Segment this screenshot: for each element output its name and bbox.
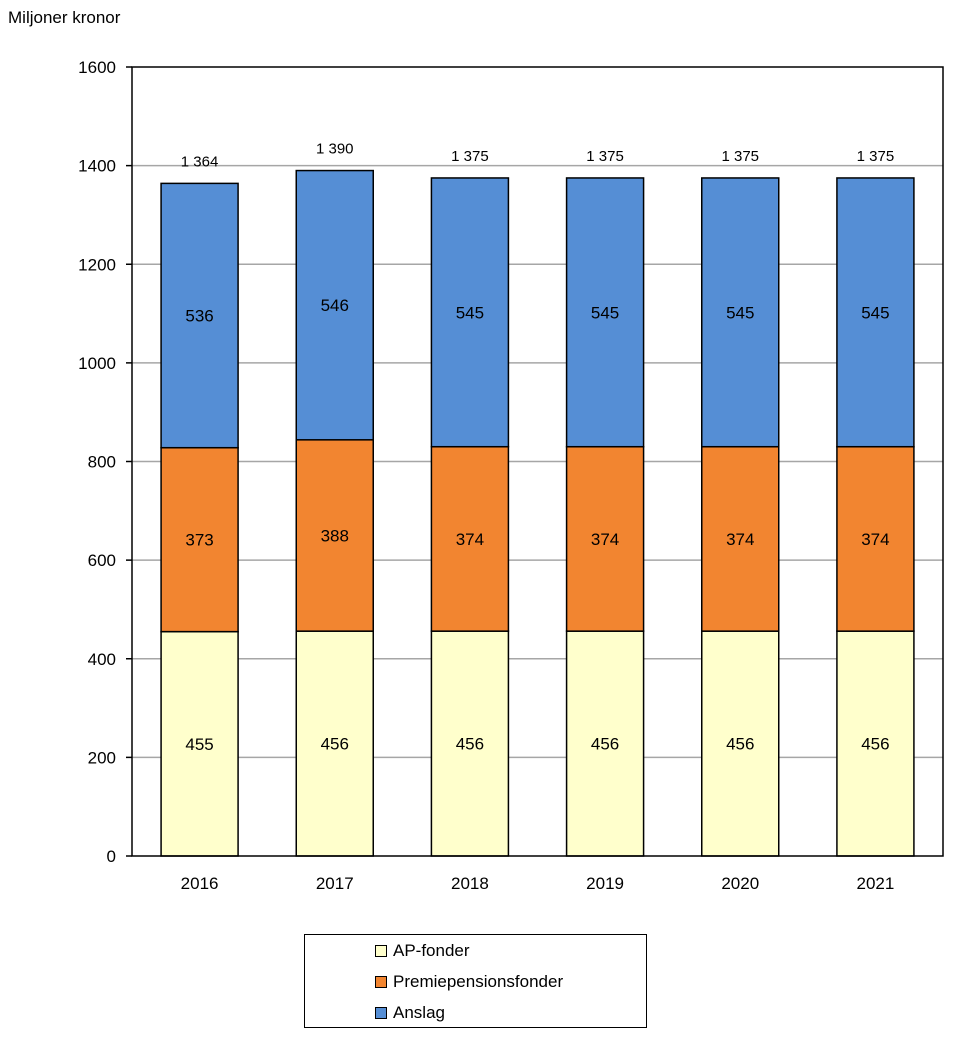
bar-segment-ap-fonder — [295, 630, 374, 857]
y-tick-label: 800 — [88, 453, 116, 472]
bar-segment-ap-fonder — [430, 630, 510, 857]
data-label: 374 — [591, 530, 619, 549]
data-label: 545 — [861, 303, 889, 322]
x-tick-label: 2021 — [857, 874, 895, 893]
legend-item-premiepensionsfonder: Premiepensionsfonder — [375, 972, 563, 992]
data-label: 374 — [726, 530, 754, 549]
x-tick-label: 2018 — [451, 874, 489, 893]
data-label: 536 — [185, 307, 213, 326]
data-label: 374 — [456, 530, 484, 549]
x-tick-label: 2016 — [181, 874, 219, 893]
y-tick-label: 600 — [88, 551, 116, 570]
total-label: 1 375 — [586, 148, 624, 165]
legend-swatch-anslag — [375, 1007, 387, 1019]
legend: AP-fonder Premiepensionsfonder Anslag — [304, 934, 647, 1028]
x-tick-label: 2019 — [586, 874, 624, 893]
legend-label-ap-fonder: AP-fonder — [393, 941, 470, 960]
data-label: 373 — [185, 531, 213, 550]
y-tick-label: 1000 — [78, 354, 116, 373]
bar-segment-premiepensionsfonder — [565, 445, 645, 632]
x-tick-label: 2017 — [316, 874, 354, 893]
legend-swatch-premiepensionsfonder — [375, 976, 387, 988]
data-label: 456 — [456, 735, 484, 754]
data-label: 456 — [591, 735, 619, 754]
total-label: 1 364 — [181, 153, 219, 170]
data-label: 546 — [321, 296, 349, 315]
data-label: 456 — [321, 735, 349, 754]
total-label: 1 375 — [857, 148, 895, 165]
y-tick-label: 1600 — [78, 58, 116, 77]
y-tick-label: 200 — [88, 748, 116, 767]
bar-segment-ap-fonder — [836, 630, 915, 857]
legend-item-anslag: Anslag — [375, 1003, 445, 1023]
bar-segment-premiepensionsfonder — [160, 446, 239, 633]
bar-segment-ap-fonder — [701, 630, 780, 857]
total-label: 1 390 — [316, 141, 354, 158]
legend-swatch-ap-fonder — [375, 945, 387, 957]
data-label: 456 — [861, 735, 889, 754]
legend-label-premiepensionsfonder: Premiepensionsfonder — [393, 972, 564, 991]
y-tick-label: 1400 — [78, 157, 116, 176]
legend-item-ap-fonder: AP-fonder — [375, 941, 470, 961]
y-axis-title: Miljoner kronor — [8, 8, 121, 27]
bar-segment-anslag — [430, 177, 510, 448]
bar-segment-anslag — [295, 169, 374, 441]
bar-segment-premiepensionsfonder — [836, 445, 915, 632]
data-label: 456 — [726, 735, 754, 754]
total-label: 1 375 — [721, 148, 759, 165]
y-tick-label: 0 — [107, 847, 116, 866]
data-label: 374 — [861, 530, 889, 549]
bar-segment-anslag — [701, 177, 780, 448]
total-label: 1 375 — [451, 148, 489, 165]
data-label: 545 — [726, 303, 754, 322]
y-tick-label: 400 — [88, 650, 116, 669]
data-label: 388 — [321, 526, 349, 545]
bar-segment-anslag — [565, 177, 645, 448]
bar-segment-anslag — [160, 182, 239, 449]
legend-label-anslag: Anslag — [393, 1003, 445, 1022]
bar-segment-premiepensionsfonder — [701, 445, 780, 632]
plot-area-border — [131, 66, 944, 857]
y-tick-label: 1200 — [78, 255, 116, 274]
bar-segment-premiepensionsfonder — [430, 445, 510, 632]
bar-segment-ap-fonder — [565, 630, 645, 857]
data-label: 455 — [185, 735, 213, 754]
bar-segment-anslag — [836, 177, 915, 448]
x-tick-label: 2020 — [721, 874, 759, 893]
data-label: 545 — [456, 303, 484, 322]
data-label: 545 — [591, 303, 619, 322]
